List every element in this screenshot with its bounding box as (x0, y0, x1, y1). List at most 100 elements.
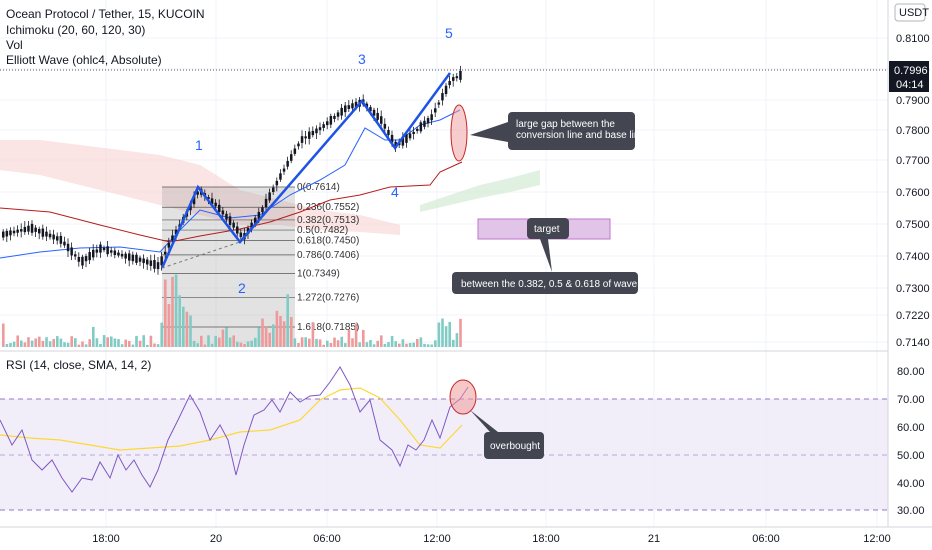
time-tick-label: 06:00 (313, 533, 341, 545)
volume-bar (315, 338, 318, 347)
volume-bar (250, 340, 253, 347)
candle-body (293, 148, 297, 154)
volume-bar (444, 326, 448, 347)
volume-bar (88, 339, 91, 347)
candle-body (300, 136, 304, 143)
volume-bar (102, 335, 106, 347)
candle-body (84, 256, 88, 262)
between-callout[interactable] (452, 272, 638, 294)
volume-bar (5, 343, 9, 347)
gap-ellipse[interactable] (450, 104, 468, 162)
candle-body (232, 222, 235, 228)
price-tick-label: 0.7140 (896, 337, 930, 349)
candle-body (225, 213, 228, 220)
volume-bar (23, 342, 27, 347)
candle-body (434, 108, 437, 113)
legend-symbol[interactable]: Ocean Protocol / Tether, 15, KUCOIN (6, 7, 205, 21)
volume-bar (282, 321, 286, 347)
overbought-ellipse[interactable] (449, 379, 477, 415)
volume-bar (153, 343, 156, 347)
candle-body (164, 251, 167, 255)
fib-level-label: 1.618(0.7185) (297, 322, 359, 333)
volume-bar (59, 338, 63, 347)
target-callout[interactable] (527, 218, 569, 239)
legend-elliott[interactable]: Elliott Wave (ohlc4, Absolute) (6, 53, 162, 67)
candle-body (347, 105, 351, 109)
volume-bar (128, 341, 131, 347)
volume-bar (20, 340, 23, 347)
gap-callout[interactable] (508, 112, 635, 150)
wave-label-5: 5 (445, 25, 453, 41)
rsi-axis[interactable]: 80.00 70.00 60.00 50.00 40.00 30.00 (897, 366, 925, 517)
candle-body (383, 123, 387, 129)
volume-bar (412, 342, 415, 347)
candle-body (59, 235, 63, 244)
volume-bar (174, 274, 178, 347)
candle-body (340, 107, 343, 116)
candle-body (207, 197, 210, 200)
candle-body (387, 130, 390, 135)
volume-bar (448, 321, 451, 347)
price-tick-label: 0.7900 (896, 95, 930, 107)
candle-body (315, 128, 318, 134)
volume-bar (243, 343, 246, 347)
target-callout-text: target (534, 224, 560, 235)
price-tick-label: 0.7700 (896, 155, 930, 167)
candle-body (149, 260, 153, 266)
candle-body (27, 225, 30, 232)
candle-body (416, 128, 419, 131)
base-line (0, 161, 463, 243)
volume-bar (347, 329, 351, 347)
candle-body (77, 256, 81, 262)
overbought-callout[interactable] (484, 432, 544, 459)
volume-bar (178, 295, 181, 347)
volume-bar (304, 337, 307, 347)
volume-bar (196, 343, 199, 347)
price-axis[interactable]: 0.81000.80000.79000.78000.77000.76000.75… (896, 33, 930, 349)
candle-body (135, 254, 138, 263)
volume-bar (437, 322, 441, 347)
candle-body (160, 256, 163, 266)
cloud-bearish (0, 140, 400, 235)
legend-ichimoku[interactable]: Ichimoku (20, 60, 120, 30) (6, 23, 146, 37)
volume-bar (45, 337, 48, 347)
volume-bar (117, 339, 120, 347)
candle-body (88, 252, 91, 261)
candle-body (113, 250, 117, 256)
volume-bar (74, 338, 77, 347)
candle-body (5, 230, 9, 237)
wave-dashed-guide (161, 241, 241, 269)
candle-body (41, 228, 45, 237)
candle-body (120, 253, 124, 257)
candle-body (142, 258, 145, 264)
volume-bar (290, 317, 293, 347)
currency-badge[interactable] (894, 3, 926, 22)
overbought-callout-pointer (470, 410, 498, 432)
candle-body (401, 136, 405, 146)
time-axis[interactable]: 18:00 20 06:00 12:00 18:00 21 06:00 12:00 (92, 533, 891, 545)
volume-bar (408, 342, 412, 347)
legend-vol[interactable]: Vol (6, 38, 23, 52)
candle-body (272, 187, 275, 193)
candle-body (304, 136, 307, 139)
price-tick-label: 0.7300 (896, 283, 930, 295)
gap-callout-line-1: large gap between the (516, 119, 615, 130)
volume-bar (34, 338, 37, 347)
candle-body (228, 216, 232, 225)
candle-body (52, 234, 55, 240)
legend-rsi[interactable]: RSI (14, close, SMA, 14, 2) (6, 358, 152, 372)
volume-bar (210, 343, 214, 347)
volume-bar (92, 326, 95, 347)
volume-bar (246, 341, 250, 347)
volume-bar (84, 344, 88, 347)
volume-bar (124, 339, 127, 347)
volume-bar (16, 335, 19, 347)
candle-body (74, 254, 77, 257)
candle-body (286, 160, 289, 167)
candle-body (70, 247, 73, 256)
volume-bar (203, 344, 207, 347)
volume-bar (52, 338, 55, 347)
volume-bar (200, 335, 203, 347)
volume-bar (232, 335, 235, 347)
candle-body (282, 168, 286, 172)
